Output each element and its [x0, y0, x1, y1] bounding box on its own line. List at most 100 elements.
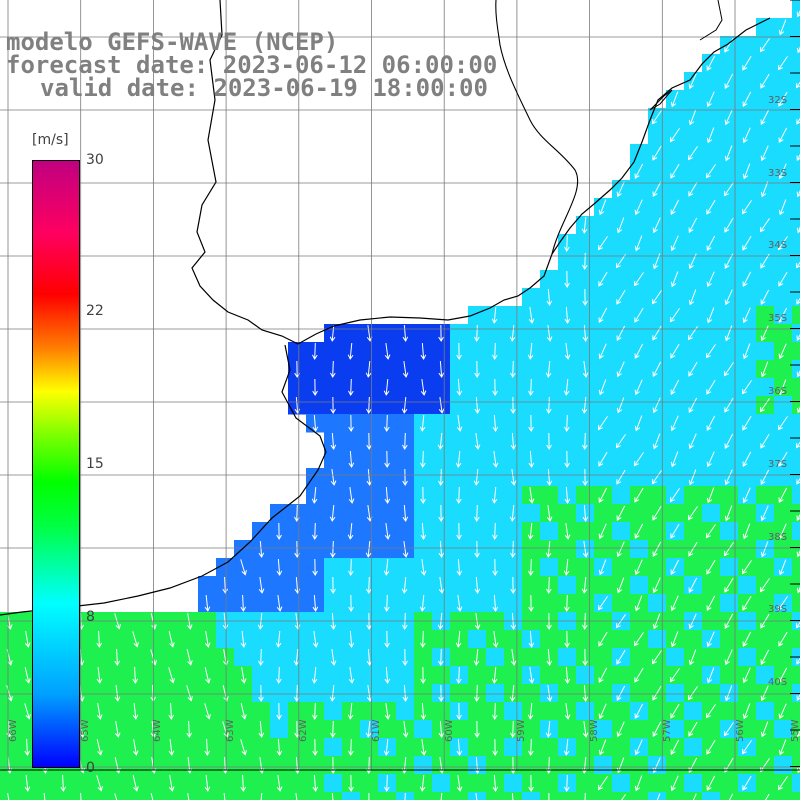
wind-arrow — [331, 792, 334, 800]
wind-speed-cell — [522, 504, 541, 523]
wind-arrow — [456, 775, 463, 792]
wind-speed-cell — [504, 414, 523, 433]
wind-speed-cell — [702, 504, 721, 523]
wind-arrow — [60, 774, 67, 792]
wind-speed-cell — [270, 576, 289, 595]
wind-arrow — [510, 432, 517, 450]
wind-arrow — [778, 19, 787, 36]
wind-arrow — [240, 774, 247, 792]
wind-speed-cell — [684, 162, 703, 181]
wind-arrow — [528, 487, 535, 504]
wind-speed-cell — [702, 396, 721, 415]
wind-speed-cell — [666, 288, 685, 307]
wind-speed-cell — [432, 774, 451, 793]
wind-arrow — [528, 667, 535, 684]
wind-speed-cell — [216, 594, 235, 613]
wind-speed-cell — [792, 360, 800, 379]
wind-speed-cell — [486, 576, 505, 595]
wind-arrow — [294, 684, 300, 702]
wind-speed-cell — [270, 540, 289, 559]
wind-speed-cell — [594, 504, 613, 523]
wind-speed-cell — [252, 702, 271, 721]
wind-speed-cell — [432, 630, 451, 649]
wind-speed-cell — [468, 738, 487, 757]
wind-speed-cell — [360, 522, 379, 541]
wind-arrow — [564, 270, 570, 288]
wind-speed-cell — [306, 504, 325, 523]
wind-arrow — [651, 110, 662, 125]
wind-arrow — [456, 522, 462, 540]
wind-speed-cell — [162, 720, 181, 739]
wind-arrow — [670, 631, 679, 648]
wind-speed-cell — [684, 90, 703, 109]
wind-speed-cell — [540, 738, 559, 757]
wind-arrow — [741, 560, 752, 575]
wind-arrow — [492, 342, 498, 360]
wind-arrow — [384, 486, 391, 504]
wind-arrow — [670, 271, 679, 288]
wind-speed-cell — [396, 738, 415, 757]
wind-speed-cell — [792, 54, 800, 73]
model-title: modelo GEFS-WAVE (NCEP) — [6, 28, 339, 56]
wind-speed-cell — [648, 792, 667, 800]
wind-speed-cell — [216, 774, 235, 793]
wind-speed-cell — [594, 648, 613, 667]
wind-speed-cell — [738, 36, 757, 55]
wind-arrow — [420, 379, 427, 396]
wind-speed-cell — [558, 756, 577, 775]
wind-arrow — [311, 486, 318, 504]
wind-arrow — [294, 504, 300, 522]
wind-arrow — [687, 326, 698, 341]
wind-speed-cell — [576, 558, 595, 577]
wind-arrow — [670, 235, 679, 252]
wind-speed-cell — [486, 504, 505, 523]
wind-arrow — [742, 451, 752, 467]
wind-arrow — [777, 56, 788, 71]
wind-speed-cell — [720, 414, 739, 433]
wind-arrow — [765, 793, 770, 800]
wind-arrow — [705, 164, 716, 179]
lat-label-37s: 37S — [768, 459, 788, 470]
wind-arrow — [510, 649, 517, 666]
wind-speed-cell — [774, 36, 793, 55]
wind-speed-cell — [738, 504, 757, 523]
wind-speed-cell — [522, 720, 541, 739]
wind-speed-cell — [720, 666, 739, 685]
wind-speed-cell — [720, 486, 739, 505]
wind-arrow — [330, 649, 337, 666]
wind-arrow — [330, 540, 336, 558]
wind-speed-cell — [126, 756, 145, 775]
wind-speed-cell — [648, 378, 667, 397]
wind-speed-cell — [666, 540, 685, 559]
wind-arrow — [706, 55, 716, 71]
wind-speed-cell — [612, 594, 631, 613]
wind-arrow — [366, 396, 372, 414]
wind-arrow — [706, 775, 716, 791]
wind-arrow — [724, 217, 734, 233]
wind-arrow — [384, 703, 391, 720]
wind-speed-cell — [324, 774, 343, 793]
wind-arrow — [347, 702, 354, 720]
wind-arrow — [347, 522, 354, 540]
wind-speed-cell — [180, 666, 199, 685]
wind-speed-cell — [216, 738, 235, 757]
wind-arrow — [564, 594, 570, 612]
wind-speed-cell — [630, 720, 649, 739]
wind-speed-cell — [738, 252, 757, 271]
wind-speed-cell — [162, 648, 181, 667]
wind-speed-cell — [396, 450, 415, 469]
wind-speed-cell — [360, 450, 379, 469]
wind-arrow — [778, 127, 788, 143]
wind-arrow — [670, 343, 680, 359]
wind-arrow — [438, 504, 444, 522]
wind-speed-cell — [342, 576, 361, 595]
wind-speed-cell — [126, 684, 145, 703]
wind-speed-cell — [612, 666, 631, 685]
wind-speed-cell — [612, 522, 631, 541]
wind-speed-cell — [612, 630, 631, 649]
wind-speed-cell — [576, 702, 595, 721]
wind-arrow — [688, 721, 698, 737]
wind-speed-cell — [720, 126, 739, 145]
wind-speed-cell — [720, 594, 739, 613]
wind-speed-cell — [414, 360, 433, 379]
